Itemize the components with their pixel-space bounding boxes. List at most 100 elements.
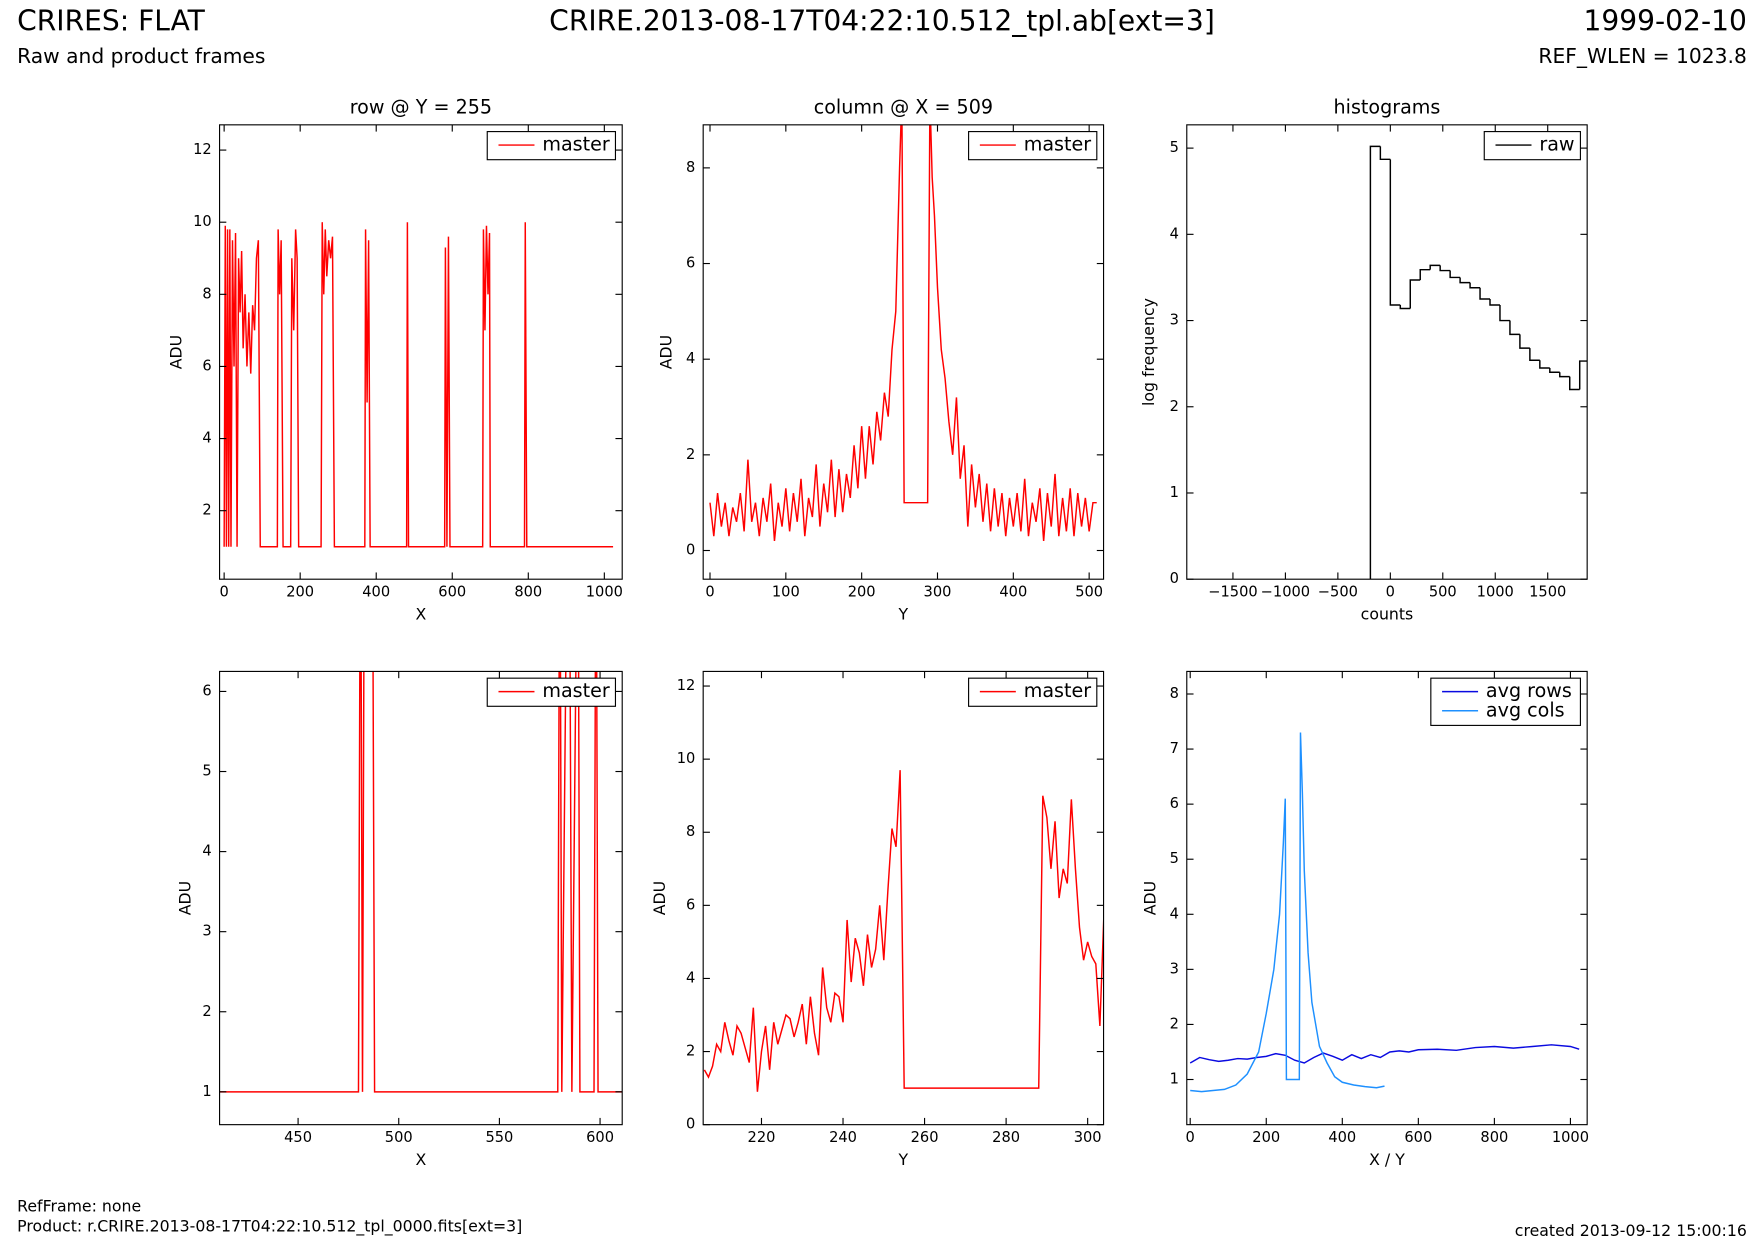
y-tick-label: 1: [202, 1083, 211, 1100]
legend-box: [1430, 677, 1581, 726]
x-tick-label: 300: [1074, 1129, 1102, 1146]
x-tick-label: 200: [286, 584, 314, 601]
y-axis-label: ADU: [1140, 881, 1159, 915]
y-tick-label: 1: [1170, 1071, 1179, 1088]
histogram-step: [1489, 298, 1500, 306]
x-tick-label: −500: [1318, 584, 1358, 601]
x-tick-label: 600: [438, 584, 466, 601]
axes-frame: [1186, 670, 1588, 1126]
plot-area: [709, 124, 1097, 542]
x-tick-label: 200: [1252, 1129, 1280, 1146]
x-tick-label: 0: [1186, 1129, 1195, 1146]
histogram-step: [1578, 360, 1588, 390]
y-tick-label: 2: [202, 1003, 211, 1020]
file-name: CRIRE.2013-08-17T04:22:10.512_tpl.ab[ext…: [549, 4, 1215, 37]
plot-area: [1369, 145, 1588, 580]
histogram-step: [1469, 282, 1481, 289]
histogram-step: [1529, 348, 1540, 361]
ref-wlen: REF_WLEN = 1023.8: [1538, 44, 1746, 68]
histogram-step: [1419, 268, 1431, 281]
histogram-step: [1539, 360, 1550, 369]
legend-label: master: [1024, 679, 1092, 702]
data-line: [709, 124, 1097, 542]
x-axis-label: X / Y: [1369, 1150, 1405, 1169]
x-tick-label: 300: [924, 584, 952, 601]
y-tick-label: 2: [686, 446, 695, 463]
x-tick-label: 0: [219, 584, 228, 601]
x-tick-label: 100: [772, 584, 800, 601]
x-tick-label: 400: [999, 584, 1027, 601]
x-tick-label: 450: [284, 1129, 312, 1146]
plot-area: [703, 770, 1104, 1092]
y-tick-label: 3: [1170, 960, 1179, 977]
y-tick-label: 10: [193, 213, 212, 230]
y-tick-label: 5: [1170, 850, 1179, 867]
histogram-step: [1379, 146, 1391, 161]
y-tick-label: 4: [202, 843, 211, 860]
x-tick-label: 220: [748, 1129, 776, 1146]
histogram-step: [1549, 367, 1560, 374]
y-tick-label: 4: [1170, 225, 1179, 242]
x-axis-label: Y: [898, 1150, 909, 1169]
histogram-step: [1479, 287, 1491, 300]
histogram-step: [1499, 305, 1510, 322]
x-tick-label: 1000: [1477, 584, 1514, 601]
histogram-step: [1389, 159, 1401, 306]
panel-title: column @ X = 509: [814, 95, 993, 118]
data-line: [1189, 1044, 1580, 1064]
y-tick-label: 3: [202, 923, 211, 940]
y-tick-label: 4: [686, 350, 695, 367]
x-tick-label: 400: [362, 584, 390, 601]
histogram-step: [1459, 277, 1471, 284]
product: Product: r.CRIRE.2013-08-17T04:22:10.512…: [17, 1217, 522, 1237]
y-tick-label: 4: [1170, 905, 1179, 922]
panel: X ADU 450 500 550 600 1 2 3 4 5 6 master: [175, 670, 623, 1169]
plot-area: [223, 222, 614, 548]
date: 1999-02-10: [1584, 4, 1747, 37]
axes-frame: [702, 124, 1105, 580]
legend-label: avg rows: [1486, 679, 1572, 702]
histogram-step: [1569, 376, 1580, 391]
histogram-step: [1519, 334, 1530, 349]
x-tick-label: 1000: [1552, 1129, 1589, 1146]
y-tick-label: 6: [686, 896, 695, 913]
legend-label: raw: [1539, 133, 1574, 156]
axes-frame: [1186, 124, 1588, 580]
y-tick-label: 5: [1170, 139, 1179, 156]
y-tick-label: 8: [1170, 685, 1179, 702]
histogram-step: [1399, 305, 1411, 310]
y-tick-label: 2: [1170, 1015, 1179, 1032]
y-tick-label: 6: [202, 357, 211, 374]
x-axis-label: counts: [1361, 605, 1414, 624]
x-tick-label: 500: [1075, 584, 1103, 601]
x-tick-label: 500: [1429, 584, 1457, 601]
y-tick-label: 6: [1170, 795, 1179, 812]
x-tick-label: 550: [485, 1129, 513, 1146]
y-tick-label: 4: [686, 969, 695, 986]
histogram-step: [1559, 372, 1570, 378]
histogram-step: [1449, 270, 1461, 279]
y-axis-label: ADU: [657, 335, 676, 369]
axes-frame: [219, 670, 623, 1126]
x-axis-label: X: [415, 605, 426, 624]
legend-label: avg cols: [1486, 698, 1565, 721]
panel: X / Y ADU 0 200 400 600 800 1000 1 2 3 4 5 6 7 8 avg row…: [1140, 670, 1589, 1169]
y-tick-label: 0: [1170, 570, 1179, 587]
x-tick-label: −1000: [1261, 584, 1310, 601]
y-axis-label: ADU: [175, 881, 194, 915]
x-tick-label: 0: [705, 584, 714, 601]
legend-label: master: [1024, 133, 1092, 156]
legend-label: master: [542, 679, 610, 702]
x-tick-label: 0: [1386, 584, 1395, 601]
data-line: [223, 222, 614, 548]
x-tick-label: 280: [992, 1129, 1020, 1146]
y-tick-label: 7: [1170, 740, 1179, 757]
y-tick-label: 0: [686, 542, 695, 559]
panel: Y ADU 220 240 260 280 300 0 2 4 6 8 10 12 master: [650, 670, 1105, 1169]
y-tick-label: 5: [202, 763, 211, 780]
data-line: [1190, 732, 1385, 1093]
x-tick-label: 800: [514, 584, 542, 601]
x-axis-label: Y: [898, 605, 909, 624]
created: created 2013-09-12 15:00:16: [1515, 1221, 1747, 1240]
